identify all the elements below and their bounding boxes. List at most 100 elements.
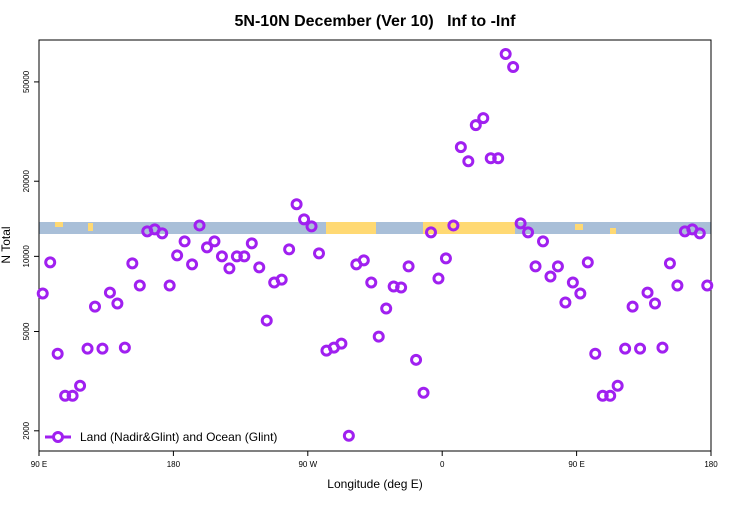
point xyxy=(163,279,176,292)
point xyxy=(171,249,184,262)
point xyxy=(156,227,169,240)
chart-title: 5N-10N December (Ver 10) Inf to -Inf xyxy=(235,13,517,30)
point xyxy=(335,337,348,350)
point xyxy=(581,256,594,269)
point xyxy=(111,297,124,310)
y-tick-label: 50000 xyxy=(22,70,31,93)
point xyxy=(372,330,385,343)
x-tick-label: 90 E xyxy=(31,460,47,469)
point xyxy=(649,297,661,310)
point xyxy=(201,241,213,254)
land-band xyxy=(326,222,376,234)
x-tick-label: 0 xyxy=(440,460,445,469)
point xyxy=(507,60,520,73)
point xyxy=(447,219,460,232)
point xyxy=(283,243,296,256)
point xyxy=(402,260,415,273)
point xyxy=(417,386,430,399)
point xyxy=(126,257,139,270)
point xyxy=(133,279,146,292)
x-tick-label: 180 xyxy=(167,460,181,469)
y-tick-label: 10000 xyxy=(22,245,31,268)
point xyxy=(469,119,482,132)
point xyxy=(305,220,318,233)
point xyxy=(357,254,370,267)
point xyxy=(641,286,654,299)
point xyxy=(626,300,639,313)
land-band xyxy=(610,228,616,234)
point xyxy=(634,342,647,355)
point xyxy=(574,287,587,300)
point xyxy=(551,260,564,273)
legend-marker xyxy=(52,431,64,443)
point xyxy=(499,47,512,60)
point xyxy=(36,287,49,300)
point xyxy=(544,270,557,283)
point xyxy=(477,112,490,125)
point xyxy=(238,250,251,263)
y-tick-label: 20000 xyxy=(22,170,31,193)
point xyxy=(529,260,542,273)
point xyxy=(245,237,258,250)
point xyxy=(462,155,475,168)
point xyxy=(693,227,706,240)
land-band xyxy=(88,223,93,231)
point xyxy=(380,302,393,315)
point xyxy=(208,235,221,248)
x-axis-label: Longitude (deg E) xyxy=(327,477,422,491)
x-tick-label: 180 xyxy=(704,460,718,469)
point xyxy=(559,296,572,309)
y-tick-label: 2000 xyxy=(22,421,31,439)
point xyxy=(342,429,355,442)
point xyxy=(432,272,445,285)
point xyxy=(253,261,266,274)
point xyxy=(193,219,206,232)
point xyxy=(671,279,684,292)
point xyxy=(96,342,109,355)
point xyxy=(492,152,505,165)
point xyxy=(215,250,228,263)
plot-frame xyxy=(38,39,712,452)
point xyxy=(103,286,116,299)
point xyxy=(619,342,632,355)
point xyxy=(395,281,408,294)
legend-label: Land (Nadir&Glint) and Ocean (Glint) xyxy=(80,430,277,444)
point xyxy=(275,273,288,286)
point xyxy=(66,389,79,402)
point xyxy=(186,258,199,271)
point xyxy=(566,276,579,289)
point xyxy=(589,347,602,360)
point xyxy=(425,226,437,239)
map-strip xyxy=(39,222,711,234)
point xyxy=(290,198,303,211)
land-band xyxy=(423,222,515,234)
point xyxy=(260,314,273,327)
point xyxy=(313,247,325,260)
point xyxy=(454,141,467,154)
land-band xyxy=(575,224,583,230)
x-tick-label: 90 W xyxy=(298,460,317,469)
x-tick-label: 90 E xyxy=(568,460,584,469)
point xyxy=(118,341,131,354)
land-band xyxy=(55,222,63,227)
point xyxy=(74,379,87,392)
point xyxy=(439,252,452,265)
point xyxy=(537,235,549,248)
point xyxy=(51,347,64,360)
point xyxy=(223,262,236,275)
point xyxy=(596,389,609,402)
point xyxy=(701,279,714,292)
point xyxy=(663,257,676,270)
point xyxy=(410,353,423,366)
point xyxy=(230,250,243,263)
point xyxy=(44,256,57,269)
point xyxy=(656,341,669,354)
point xyxy=(522,226,535,239)
point xyxy=(89,300,101,313)
y-axis-label: N Total xyxy=(0,226,13,263)
point xyxy=(604,389,617,402)
y-tick-label: 5000 xyxy=(22,322,31,340)
point xyxy=(298,213,311,226)
